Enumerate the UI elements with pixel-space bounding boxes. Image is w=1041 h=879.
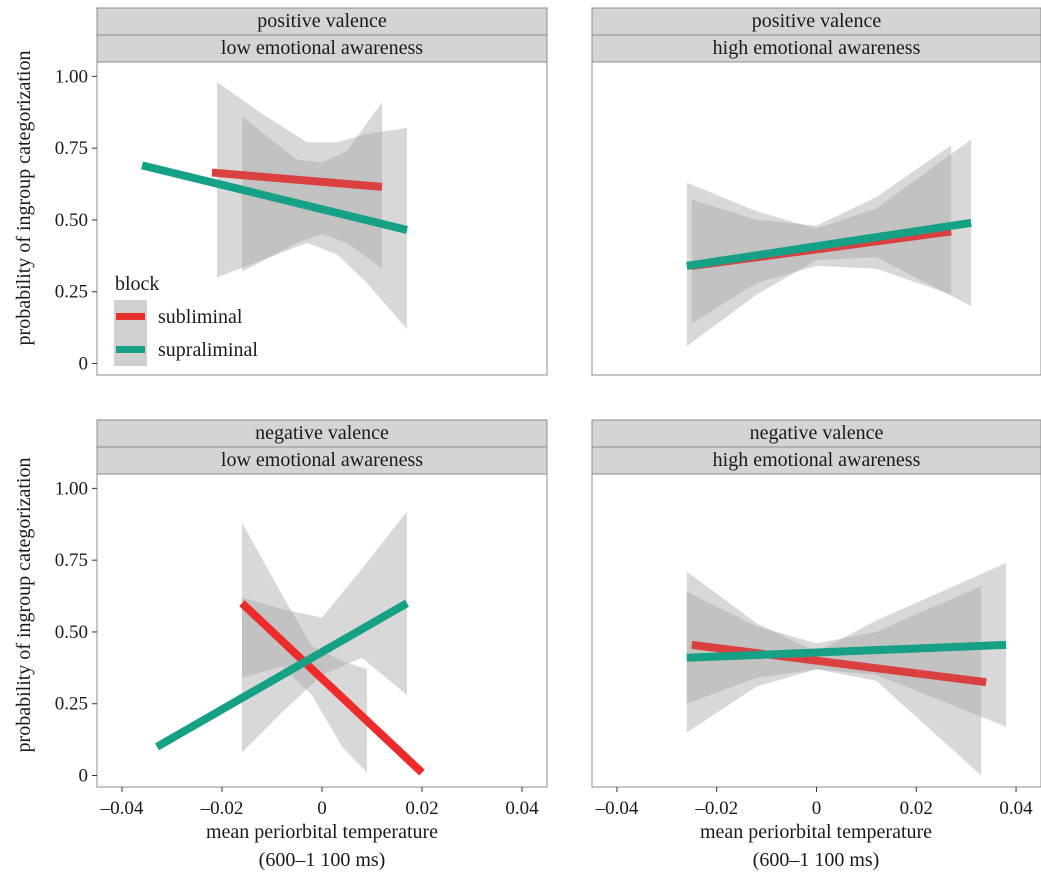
- y-tick-label: 0.50: [55, 210, 88, 231]
- x-tick-label: –0.02: [200, 798, 244, 819]
- confidence-band-subliminal: [686, 586, 982, 776]
- y-tick-label: 0.75: [55, 550, 88, 571]
- x-tick-label: 0.04: [999, 798, 1033, 819]
- regression-line-supraliminal: [155, 599, 409, 751]
- legend-title: block: [115, 273, 159, 295]
- facet-strip-label: high emotional awareness: [713, 449, 921, 471]
- facet-strip-label: negative valence: [750, 422, 884, 444]
- plot-area: [591, 61, 1041, 376]
- facet-strip-label: positive valence: [257, 10, 387, 32]
- regression-line-supraliminal: [686, 218, 972, 270]
- facet-panel-1: positive valence high emotional awareness: [591, 7, 1041, 376]
- facet-panel-2: negative valence low emotional awareness 0…: [55, 419, 548, 819]
- y-tick-label: 0.75: [55, 138, 88, 159]
- regression-line-supraliminal: [141, 161, 408, 234]
- x-tick-label: 0.02: [900, 798, 933, 819]
- y-tick-label: 0.50: [55, 622, 88, 643]
- facet-strip-bg: [591, 419, 1041, 448]
- confidence-band-subliminal: [242, 522, 367, 773]
- y-tick-label: 0.25: [55, 694, 88, 715]
- legend-label-subliminal: subliminal: [158, 306, 243, 328]
- facet-strip-label: low emotional awareness: [221, 37, 423, 59]
- y-axis-label-bottom: probability of ingroup categorization: [13, 458, 35, 753]
- facet-strip-bg: [96, 7, 548, 36]
- facet-strip-label: negative valence: [255, 422, 389, 444]
- facet-strip-bg: [96, 446, 548, 475]
- facet-strip-label: low emotional awareness: [221, 449, 423, 471]
- plot-area: [96, 61, 548, 376]
- confidence-band-subliminal: [691, 145, 952, 324]
- confidence-band-supraliminal: [242, 511, 407, 753]
- x-axis-label-left-line2: (600–1 100 ms): [259, 849, 386, 871]
- regression-line-subliminal: [211, 168, 383, 191]
- facet-panels: positive valence low emotional awareness 0…: [55, 7, 1041, 819]
- x-axis-label-left-line1: mean periorbital temperature: [206, 821, 438, 843]
- x-tick-label: 0: [317, 798, 327, 819]
- regression-line-supraliminal: [686, 640, 1007, 662]
- x-tick-label: –0.04: [595, 798, 639, 819]
- x-tick-label: 0: [812, 798, 822, 819]
- x-axis-label-right-line1: mean periorbital temperature: [700, 821, 932, 843]
- x-tick-label: –0.02: [694, 798, 738, 819]
- facet-strip-label: high emotional awareness: [713, 37, 921, 59]
- confidence-band-subliminal: [242, 102, 382, 272]
- y-tick-label: 1.00: [55, 478, 88, 499]
- y-tick-label: 0.25: [55, 282, 88, 303]
- y-tick-label: 1.00: [55, 66, 88, 87]
- x-axis-label-right-line2: (600–1 100 ms): [753, 849, 880, 871]
- x-tick-label: 0.02: [405, 798, 438, 819]
- facet-panel-0: positive valence low emotional awareness 0…: [55, 7, 548, 376]
- regression-line-subliminal: [691, 640, 987, 687]
- regression-line-subliminal: [239, 600, 425, 776]
- y-tick-label: 0: [79, 766, 89, 787]
- y-tick-label: 0: [79, 354, 89, 375]
- legend-label-supraliminal: supraliminal: [158, 339, 258, 361]
- x-tick-label: 0.04: [505, 798, 539, 819]
- x-tick-label: –0.04: [100, 798, 144, 819]
- facet-strip-label: positive valence: [752, 10, 882, 32]
- facet-strip-bg: [96, 419, 548, 448]
- facet-panel-3: negative valence high emotional awareness…: [591, 419, 1041, 819]
- plot-area: [591, 473, 1041, 788]
- legend: block subliminal supraliminal: [114, 273, 258, 366]
- facet-strip-bg: [591, 7, 1041, 36]
- y-axis-label-top: probability of ingroup categorization: [13, 51, 35, 346]
